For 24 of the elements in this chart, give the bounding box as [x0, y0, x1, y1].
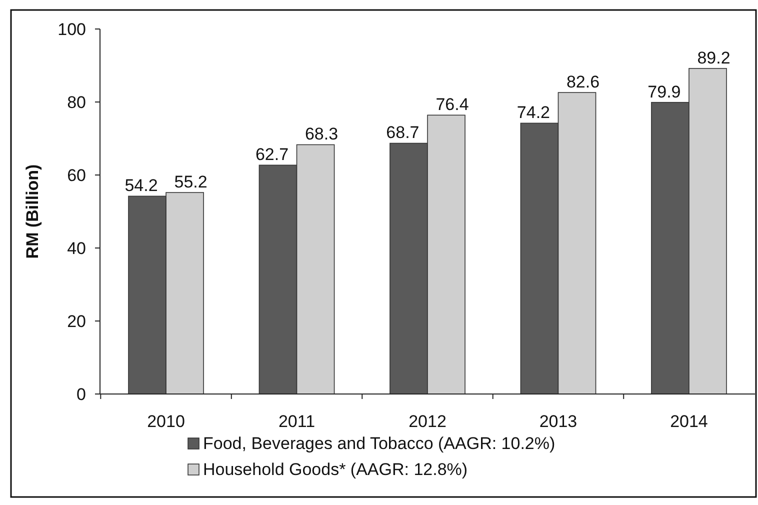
y-tick-label: 80: [67, 92, 86, 112]
y-tick-label: 0: [76, 384, 86, 404]
y-tick-label: 100: [58, 20, 86, 39]
legend-label: Food, Beverages and Tobacco (AAGR: 10.2%): [203, 434, 556, 453]
legend-label: Household Goods* (AAGR: 12.8%): [203, 460, 468, 479]
data-label: 68.3: [304, 124, 338, 144]
data-label: 68.7: [386, 123, 420, 142]
data-label: 79.9: [648, 82, 681, 102]
x-tick-label: 2010: [147, 412, 185, 431]
data-label: 54.2: [124, 176, 158, 196]
x-tick-label: 2014: [670, 412, 708, 431]
x-tick-label: 2012: [408, 412, 446, 431]
y-tick-label: 60: [67, 166, 86, 185]
x-tick-label: 2011: [278, 412, 316, 431]
x-tick-label: 2013: [539, 412, 578, 431]
data-label: 55.2: [174, 172, 208, 192]
y-tick-label: 20: [67, 312, 86, 331]
y-axis-title: RM (Billion): [23, 164, 42, 259]
data-label: 76.4: [436, 95, 469, 114]
data-label: 74.2: [516, 103, 550, 122]
data-label: 89.2: [697, 48, 730, 68]
data-label: 62.7: [255, 145, 289, 164]
data-label: 82.6: [566, 72, 600, 92]
y-tick-label: 40: [67, 238, 86, 258]
